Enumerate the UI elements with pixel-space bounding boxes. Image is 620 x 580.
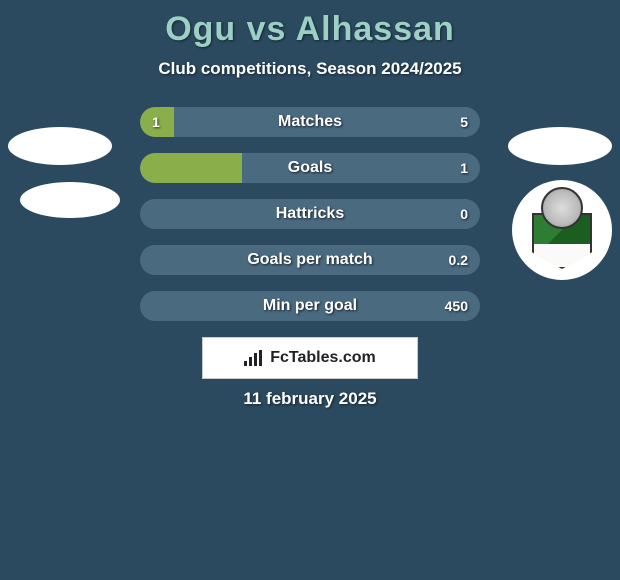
subtitle: Club competitions, Season 2024/2025 [0,59,620,79]
page-title: Ogu vs Alhassan [0,10,620,49]
brand-label: FcTables.com [270,349,376,367]
stat-label: Matches [140,113,480,131]
stat-row: Min per goal450 [140,291,480,321]
stat-value-right: 0.2 [449,252,468,268]
player-left-badge-bottom [20,182,120,218]
stat-value-right: 1 [460,160,468,176]
player-right-badge-top [508,127,612,165]
stat-label: Hattricks [140,205,480,223]
date-label: 11 february 2025 [0,389,620,409]
player-left-badge-top [8,127,112,165]
player-right-club-crest [512,180,612,280]
stat-row: Goals1 [140,153,480,183]
stat-value-right: 5 [460,114,468,130]
stat-label: Min per goal [140,297,480,315]
stat-value-right: 0 [460,206,468,222]
stat-row: Hattricks0 [140,199,480,229]
stat-row: 1Matches5 [140,107,480,137]
brand-box[interactable]: FcTables.com [202,337,418,379]
bar-chart-icon [244,350,264,366]
stat-label: Goals [140,159,480,177]
stats-container: 1Matches5Goals1Hattricks0Goals per match… [140,107,480,321]
club-crest-icon [526,187,598,273]
stat-value-right: 450 [445,298,468,314]
stat-label: Goals per match [140,251,480,269]
stat-row: Goals per match0.2 [140,245,480,275]
